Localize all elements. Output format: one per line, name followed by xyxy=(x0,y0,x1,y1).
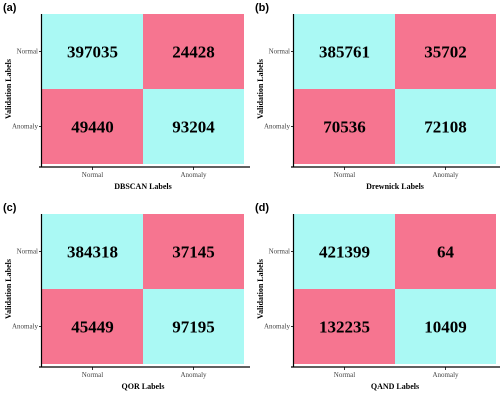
panel-a-cell-value: 397035 xyxy=(67,43,118,62)
panel-c-y-tick-label: Anomaly xyxy=(12,323,39,331)
panel-a-cell-normal-anomaly xyxy=(143,14,244,89)
panel-a-x-axis-title: DBSCAN Labels xyxy=(114,182,172,191)
panel-d-x-tick-label: Normal xyxy=(334,371,355,379)
panel-b-cell-value: 35702 xyxy=(424,43,467,62)
panel-d-cell-value: 10409 xyxy=(424,318,467,337)
panel-d-x-tick-label: Anomaly xyxy=(432,371,459,379)
panel-a-cell-value: 49440 xyxy=(71,118,114,137)
panel-d-tag: (d) xyxy=(255,202,269,214)
panel-c-cell-value: 45449 xyxy=(71,318,114,337)
panel-b-x-tick-label: Anomaly xyxy=(432,171,459,179)
panel-b-y-axis-title: Validation Labels xyxy=(256,59,265,119)
panel-a-cell-value: 93204 xyxy=(172,118,215,137)
panel-a-cell-anomaly-normal xyxy=(42,89,143,164)
panel-a-y-tick-label: Normal xyxy=(17,48,38,56)
panel-b-y-tick-label: Anomaly xyxy=(264,123,291,131)
panel-d-cell-value: 421399 xyxy=(319,243,370,262)
panel-c-cell-normal-anomaly xyxy=(143,214,244,289)
panel-c-y-axis-title: Validation Labels xyxy=(4,259,13,319)
panel-d-y-tick-label: Normal xyxy=(269,248,290,256)
panel-b-x-axis-title: Drewnick Labels xyxy=(366,182,424,191)
panel-b-tag: (b) xyxy=(255,2,269,14)
panel-d-cell-normal-normal xyxy=(294,214,395,289)
panel-c-cell-anomaly-anomaly xyxy=(143,289,244,364)
panel-d-cell-normal-anomaly xyxy=(395,214,496,289)
panel-b-cell-normal-normal xyxy=(294,14,395,89)
panel-c-cell-value: 384318 xyxy=(67,243,118,262)
panel-a-tag: (a) xyxy=(3,2,17,14)
panel-c-cell-value: 37145 xyxy=(172,243,215,262)
panel-c-cell-anomaly-normal xyxy=(42,289,143,364)
panel-a-cell-anomaly-anomaly xyxy=(143,89,244,164)
panel-a-x-tick-label: Normal xyxy=(82,171,103,179)
panel-d-cell-value: 132235 xyxy=(319,318,370,337)
panel-d-y-axis-title: Validation Labels xyxy=(256,259,265,319)
panel-a-cell-normal-normal xyxy=(42,14,143,89)
panel-a-cell-value: 24428 xyxy=(172,43,215,62)
panel-d-cell-anomaly-anomaly xyxy=(395,289,496,364)
panel-a-y-axis-title: Validation Labels xyxy=(4,59,13,119)
panel-b-y-tick-label: Normal xyxy=(269,48,290,56)
panel-c-x-tick-label: Normal xyxy=(82,371,103,379)
panel-b-cell-normal-anomaly xyxy=(395,14,496,89)
panel-a-y-tick-label: Anomaly xyxy=(12,123,39,131)
panel-b-cell-value: 70536 xyxy=(323,118,366,137)
panel-a-x-tick-label: Anomaly xyxy=(180,171,207,179)
panel-c-x-axis-title: QOR Labels xyxy=(122,382,165,391)
panel-b-cell-value: 385761 xyxy=(319,43,370,62)
panel-d-cell-value: 64 xyxy=(437,243,455,262)
panel-b-x-tick-label: Normal xyxy=(334,171,355,179)
panel-c-cell-value: 97195 xyxy=(172,318,215,337)
panel-c-y-tick-label: Normal xyxy=(17,248,38,256)
panel-d-y-tick-label: Anomaly xyxy=(264,323,291,331)
panel-b-cell-anomaly-normal xyxy=(294,89,395,164)
panel-c-tag: (c) xyxy=(3,202,17,214)
panel-d-cell-anomaly-normal xyxy=(294,289,395,364)
panel-d-x-axis-title: QAND Labels xyxy=(371,382,419,391)
panel-b-cell-anomaly-anomaly xyxy=(395,89,496,164)
panel-c-cell-normal-normal xyxy=(42,214,143,289)
panel-b-cell-value: 72108 xyxy=(424,118,467,137)
panel-c-x-tick-label: Anomaly xyxy=(180,371,207,379)
